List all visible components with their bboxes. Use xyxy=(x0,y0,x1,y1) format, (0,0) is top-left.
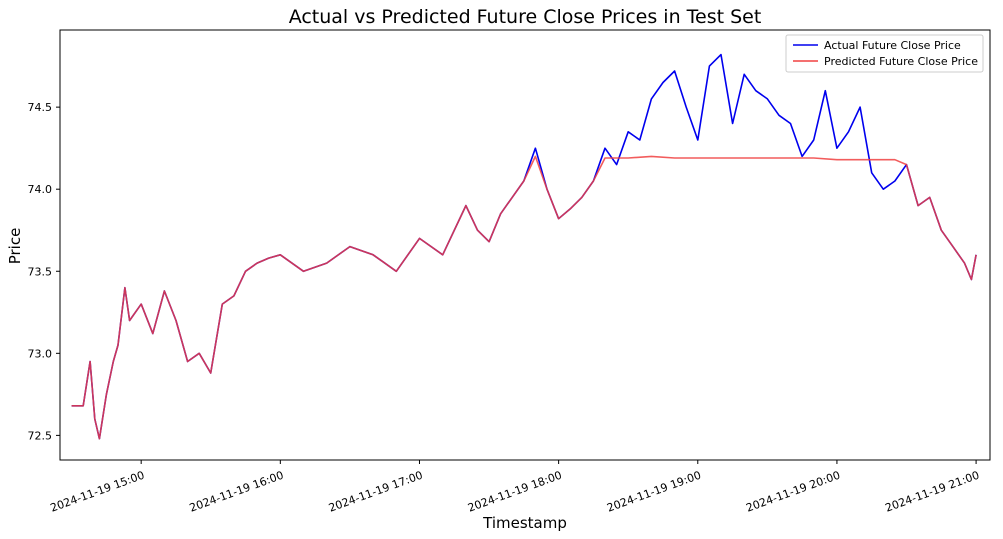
y-tick-label: 74.5 xyxy=(28,101,53,114)
y-tick-label: 73.0 xyxy=(28,347,53,360)
x-axis-label: Timestamp xyxy=(482,514,567,532)
chart-title: Actual vs Predicted Future Close Prices … xyxy=(289,6,762,28)
series-line-predicted xyxy=(71,155,977,440)
legend-label-predicted: Predicted Future Close Price xyxy=(824,55,978,68)
legend-box xyxy=(785,34,984,73)
y-tick-label: 72.5 xyxy=(28,429,53,442)
legend: Actual Future Close Price Predicted Futu… xyxy=(785,34,984,73)
plot-frame xyxy=(59,29,991,461)
y-tick-label: 73.5 xyxy=(28,265,53,278)
y-tick-label: 74.0 xyxy=(28,183,53,196)
legend-label-actual: Actual Future Close Price xyxy=(824,39,961,52)
y-axis: 72.5 73.0 73.5 74.0 74.5 xyxy=(28,101,60,442)
y-axis-label: Price xyxy=(6,228,24,265)
series-lines xyxy=(71,53,977,440)
